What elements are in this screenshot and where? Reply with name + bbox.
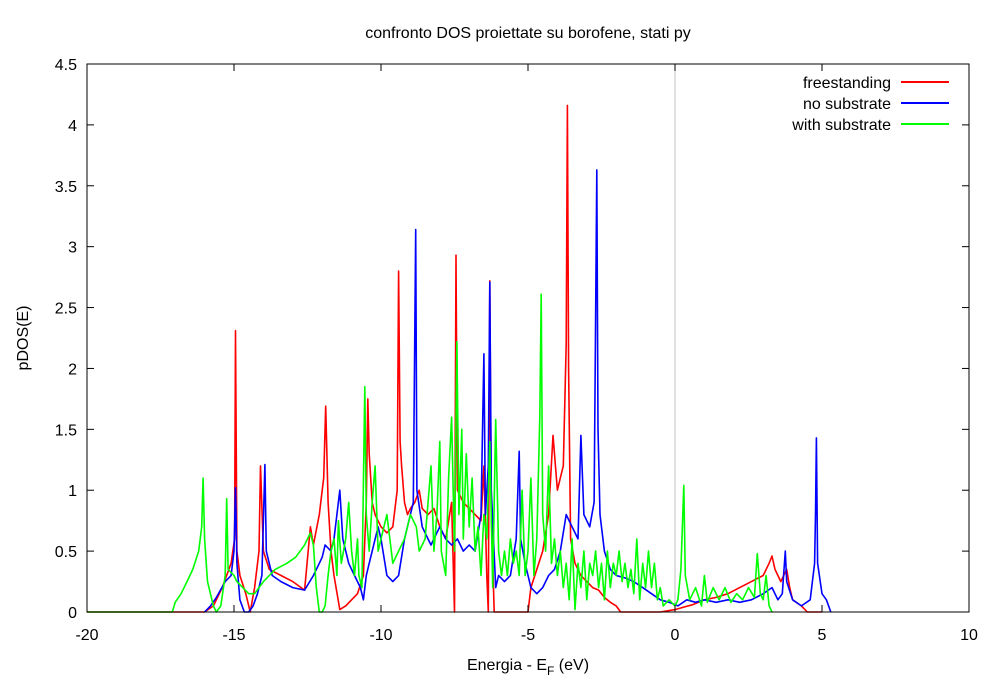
plot-frame: [86, 63, 970, 613]
legend-label: with substrate: [791, 117, 891, 134]
y-tick-label: 0: [68, 605, 77, 622]
x-tick-label: -10: [369, 627, 392, 644]
x-axis-label-subscript: F: [547, 664, 554, 678]
y-tick-label: 1.5: [55, 422, 77, 439]
x-axis-label-main: Energia - E: [467, 657, 547, 674]
chart-title: confronto DOS proiettate su borofene, st…: [365, 25, 691, 42]
y-tick-label: 4.5: [55, 57, 77, 74]
y-tick-label: 3.5: [55, 179, 77, 196]
y-axis-label: pDOS(E): [15, 306, 32, 371]
x-tick-label: -20: [75, 627, 98, 644]
y-tick-label: 3: [68, 240, 77, 257]
legend-label: freestanding: [803, 75, 891, 92]
x-tick-label: 10: [960, 627, 978, 644]
y-tick-label: 2.5: [55, 301, 77, 318]
x-tick-label: -15: [222, 627, 245, 644]
x-tick-label: 5: [818, 627, 827, 644]
x-axis-label-unit: (eV): [554, 657, 589, 674]
y-tick-label: 1: [68, 483, 77, 500]
series-line-with-substrate: [87, 293, 773, 613]
y-tick-label: 0.5: [55, 544, 77, 561]
x-axis-label: Energia - EF (eV): [467, 657, 589, 678]
x-tick-label: -5: [521, 627, 535, 644]
legend: freestanding no substrate with substrate: [791, 75, 949, 134]
series-layer: [87, 104, 832, 613]
legend-label: no substrate: [803, 96, 891, 113]
tick-layer: -20 -15 -10 -5 0 5 10 0 0.5 1 1.5 2 2.5 3 3.5 4 4.5: [55, 57, 978, 644]
y-tick-label: 4: [68, 118, 77, 135]
x-tick-label: 0: [671, 627, 680, 644]
series-line-no-substrate: [204, 169, 832, 613]
y-tick-label: 2: [68, 361, 77, 378]
